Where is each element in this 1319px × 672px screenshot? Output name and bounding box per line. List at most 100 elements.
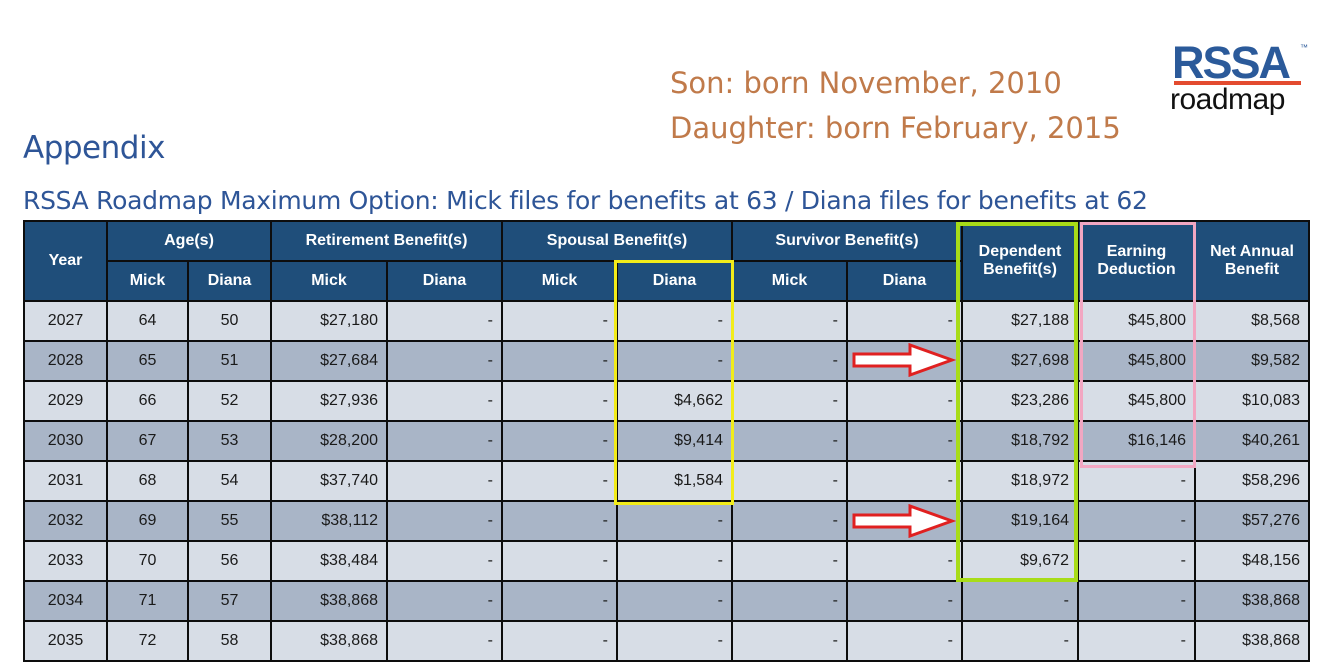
cell-net: $40,261 [1194,420,1310,462]
cell-survivor-mick: - [731,620,848,662]
cell-earning: $45,800 [1077,380,1196,422]
cell-retirement-mick: $38,112 [270,500,388,542]
cell-year: 2034 [23,580,108,622]
cell-survivor-mick: - [731,500,848,542]
cell-spousal-diana: - [616,500,733,542]
cell-survivor-diana: - [846,620,963,662]
table-row: 2034 71 57 $38,868- - - - - - - $38,868 [23,580,1310,622]
cell-year: 2032 [23,500,108,542]
header-ages: Age(s) [106,220,272,262]
cell-survivor-mick: - [731,340,848,382]
cell-spousal-mick: - [501,420,618,462]
cell-age-diana: 57 [187,580,272,622]
cell-net: $58,296 [1194,460,1310,502]
cell-age-diana: 50 [187,300,272,342]
logo-roadmap-text: roadmap [1170,83,1285,116]
cell-age-mick: 66 [106,380,189,422]
header-spousal: Spousal Benefit(s) [501,220,733,262]
header-survivor: Survivor Benefit(s) [731,220,963,262]
cell-age-diana: 53 [187,420,272,462]
cell-year: 2027 [23,300,108,342]
cell-earning: - [1077,540,1196,582]
cell-survivor-mick: - [731,540,848,582]
cell-dependent: - [961,580,1079,622]
cell-age-diana: 56 [187,540,272,582]
logo-trademark: ™ [1300,43,1308,52]
cell-year: 2030 [23,420,108,462]
cell-retirement-mick: $38,868 [270,620,388,662]
page-subtitle: RSSA Roadmap Maximum Option: Mick files … [23,186,1148,215]
table-row: 2027 64 50 $27,180- - - - - $27,188 $45,800 $8,568 [23,300,1310,342]
cell-spousal-mick: - [501,380,618,422]
cell-age-mick: 70 [106,540,189,582]
cell-earning: $16,146 [1077,420,1196,462]
subheader-spousal-mick: Mick [501,260,618,302]
cell-age-mick: 65 [106,340,189,382]
rssa-roadmap-logo: RSSA ™ roadmap [1168,40,1308,122]
header-retirement: Retirement Benefit(s) [270,220,503,262]
cell-net: $8,568 [1194,300,1310,342]
cell-retirement-mick: $28,200 [270,420,388,462]
cell-age-diana: 51 [187,340,272,382]
cell-dependent: $23,286 [961,380,1079,422]
cell-year: 2031 [23,460,108,502]
cell-year: 2035 [23,620,108,662]
table-row: 2029 66 52 $27,936- - $4,662- - $23,286 $45,800 $… [23,380,1310,422]
cell-retirement-mick: $27,180 [270,300,388,342]
cell-retirement-mick: $37,740 [270,460,388,502]
cell-retirement-diana: - [386,620,503,662]
cell-net: $9,582 [1194,340,1310,382]
cell-dependent: $9,672 [961,540,1079,582]
cell-earning: - [1077,460,1196,502]
cell-spousal-mick: - [501,580,618,622]
cell-earning: - [1077,580,1196,622]
cell-net: $38,868 [1194,580,1310,622]
cell-age-diana: 55 [187,500,272,542]
cell-year: 2028 [23,340,108,382]
cell-age-mick: 68 [106,460,189,502]
cell-age-diana: 54 [187,460,272,502]
logo-bar [1174,81,1301,85]
table-row: 2031 68 54 $37,740- - $1,584- - $18,972- $58,296 [23,460,1310,502]
cell-survivor-diana: - [846,460,963,502]
cell-retirement-mick: $27,936 [270,380,388,422]
cell-retirement-diana: - [386,340,503,382]
cell-spousal-diana: - [616,300,733,342]
cell-spousal-mick: - [501,540,618,582]
cell-survivor-mick: - [731,300,848,342]
cell-spousal-diana: $1,584 [616,460,733,502]
cell-spousal-mick: - [501,460,618,502]
subheader-survivor-mick: Mick [731,260,848,302]
header-dependent: Dependent Benefit(s) [961,220,1079,302]
cell-earning: - [1077,620,1196,662]
cell-earning: $45,800 [1077,300,1196,342]
daughter-note: Daughter: born February, 2015 [670,111,1121,145]
cell-survivor-mick: - [731,580,848,622]
cell-age-diana: 52 [187,380,272,422]
cell-dependent: $27,698 [961,340,1079,382]
cell-retirement-diana: - [386,540,503,582]
subheader-retirement-diana: Diana [386,260,503,302]
benefits-table: Year Age(s) Retirement Benefit(s) Spousa… [23,220,1310,662]
cell-age-mick: 67 [106,420,189,462]
cell-earning: $45,800 [1077,340,1196,382]
cell-dependent: $27,188 [961,300,1079,342]
cell-retirement-diana: - [386,300,503,342]
subheader-survivor-diana: Diana [846,260,963,302]
cell-dependent: - [961,620,1079,662]
cell-spousal-diana: - [616,620,733,662]
cell-spousal-diana: $9,414 [616,420,733,462]
table-body: 2027 64 50 $27,180- - - - - $27,188 $45,800 $8,568… [23,300,1310,662]
cell-retirement-diana: - [386,500,503,542]
cell-spousal-mick: - [501,340,618,382]
cell-spousal-diana: $4,662 [616,380,733,422]
cell-survivor-diana: - [846,580,963,622]
cell-spousal-mick: - [501,500,618,542]
cell-spousal-mick: - [501,300,618,342]
subheader-retirement-mick: Mick [270,260,388,302]
cell-net: $10,083 [1194,380,1310,422]
cell-spousal-diana: - [616,540,733,582]
cell-dependent: $18,792 [961,420,1079,462]
